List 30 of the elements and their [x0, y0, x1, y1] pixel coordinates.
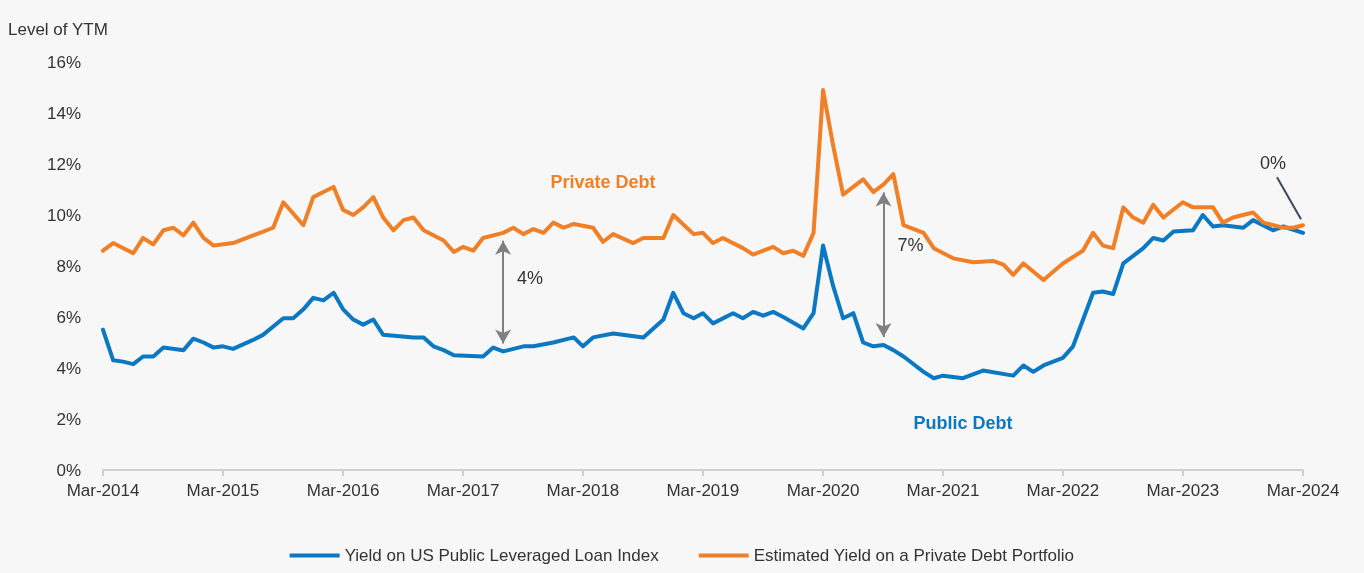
y-axis-title: Level of YTM	[8, 20, 108, 39]
y-tick-label: 2%	[56, 409, 81, 429]
x-tick-label: Mar-2022	[1026, 481, 1100, 500]
y-tick-label: 14%	[46, 103, 81, 123]
annotation: Private Debt	[550, 171, 656, 192]
x-tick-label: Mar-2018	[546, 481, 620, 500]
x-tick-label: Mar-2019	[666, 481, 740, 500]
x-tick-label: Mar-2021	[906, 481, 980, 500]
annotation: 0%	[1259, 153, 1287, 174]
x-tick-label: Mar-2016	[306, 481, 380, 500]
annotation: 7%	[897, 235, 924, 256]
y-tick-label: 4%	[56, 358, 81, 378]
x-tick-label: Mar-2024	[1266, 481, 1340, 500]
line-series	[101, 88, 1305, 283]
y-tick-label: 10%	[46, 205, 81, 225]
line-series	[101, 213, 1305, 381]
x-tick-label: Mar-2020	[786, 481, 860, 500]
annotation: 4%	[517, 267, 544, 288]
x-tick-label: Mar-2014	[66, 481, 140, 500]
y-tick-label: 12%	[46, 154, 81, 174]
y-tick-label: 16%	[46, 52, 81, 72]
y-tick-label: 6%	[56, 307, 81, 327]
x-tick-label: Mar-2023	[1146, 481, 1220, 500]
legend-label: Yield on US Public Leveraged Loan Index	[344, 546, 660, 565]
x-tick-label: Mar-2017	[426, 481, 500, 500]
x-tick-label: Mar-2015	[186, 481, 260, 500]
annotation: Public Debt	[913, 413, 1013, 434]
y-tick-label: 0%	[56, 460, 81, 480]
y-tick-label: 8%	[56, 256, 81, 276]
legend-label: Estimated Yield on a Private Debt Portfolio	[753, 546, 1075, 565]
